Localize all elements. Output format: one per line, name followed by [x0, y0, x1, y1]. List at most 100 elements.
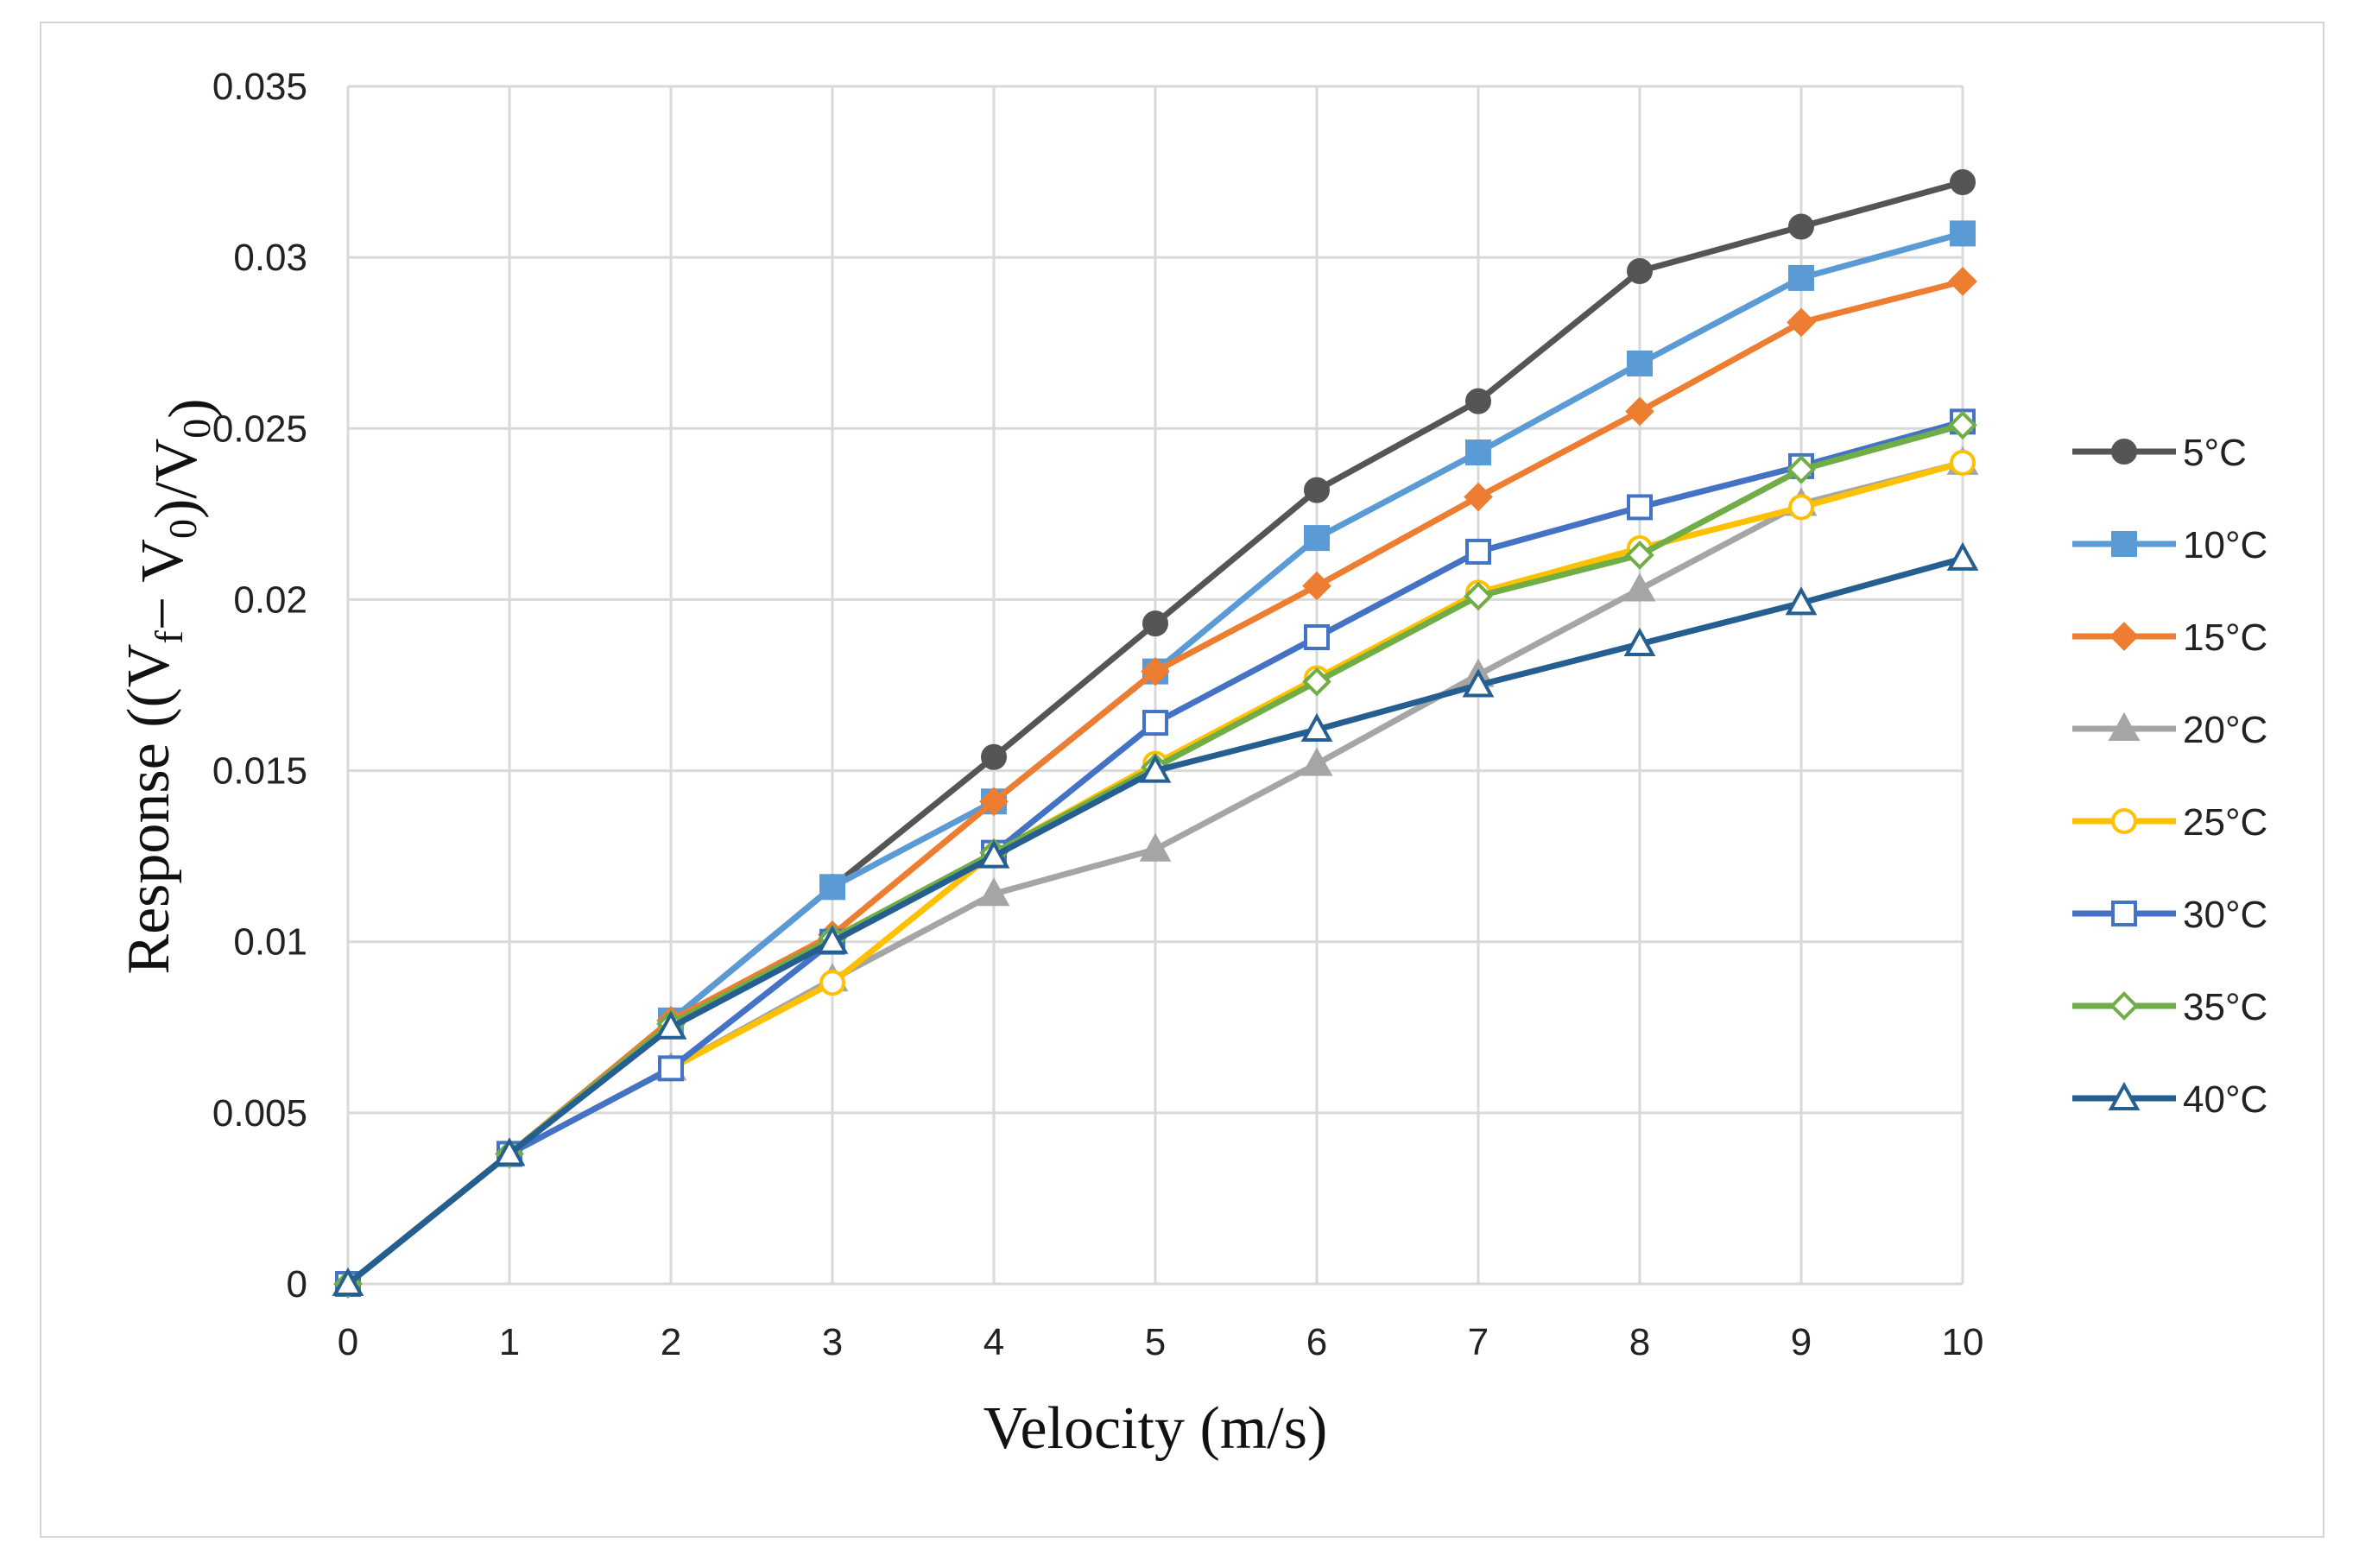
data-point — [1627, 494, 1653, 521]
data-point — [1300, 747, 1333, 776]
data-point — [1623, 627, 1656, 656]
legend-item: 40°C — [2072, 1078, 2267, 1121]
data-point — [1627, 350, 1653, 376]
x-axis-title: Velocity (m/s) — [983, 1395, 1328, 1462]
y-tick-labels: 0 0.005 0.01 0.015 0.02 0.025 0.03 0.035 — [212, 66, 307, 1306]
legend-label: 15°C — [2183, 616, 2267, 659]
legend-label: 30°C — [2183, 894, 2267, 936]
series-group — [332, 168, 1979, 1299]
data-point — [1948, 410, 1977, 440]
data-point — [1462, 668, 1495, 698]
y-tick-label: 0.025 — [212, 408, 307, 450]
data-point — [1465, 388, 1491, 414]
data-point — [493, 1137, 526, 1167]
legend-marker — [2111, 808, 2137, 834]
data-point — [1788, 494, 1814, 521]
legend-label: 20°C — [2183, 709, 2267, 751]
data-point — [1623, 572, 1656, 602]
data-point — [977, 839, 1010, 869]
legend-label: 25°C — [2183, 801, 2267, 844]
legend-item: 5°C — [2072, 432, 2247, 474]
legend-item: 35°C — [2072, 986, 2267, 1028]
y-tick-label: 0 — [287, 1263, 307, 1306]
data-point — [1950, 168, 1976, 195]
x-tick-label: 2 — [661, 1321, 681, 1363]
data-point — [1785, 586, 1818, 616]
data-point — [979, 787, 1009, 817]
data-point — [977, 877, 1010, 907]
data-point — [1787, 455, 1816, 484]
data-point — [1142, 710, 1168, 737]
legend-marker — [2111, 439, 2137, 465]
data-point — [655, 1010, 687, 1040]
data-point — [1464, 581, 1493, 611]
data-point — [1139, 832, 1172, 862]
x-tick-labels: 0 1 2 3 4 5 6 7 8 9 10 — [338, 1321, 1984, 1363]
x-tick-label: 4 — [983, 1321, 1004, 1363]
y-axis-title-part: Response ((V — [116, 644, 182, 975]
legend-item: 20°C — [2072, 709, 2267, 751]
legend-marker — [2109, 991, 2139, 1021]
y-tick-label: 0.02 — [233, 579, 307, 621]
x-tick-label: 7 — [1468, 1321, 1489, 1363]
legend-label: 10°C — [2183, 524, 2267, 566]
data-point — [1465, 538, 1491, 565]
x-tick-label: 0 — [338, 1321, 358, 1363]
legend-label: 35°C — [2183, 986, 2267, 1028]
data-point — [1304, 624, 1330, 651]
legend: 5°C 10°C 15°C 20°C 25°C 30°C 35°C 40°C — [2072, 432, 2267, 1121]
legend-label: 40°C — [2183, 1078, 2267, 1121]
data-point — [1142, 610, 1168, 637]
legend-marker — [2111, 901, 2137, 926]
legend-item: 25°C — [2072, 801, 2267, 844]
legend-marker — [2111, 531, 2137, 557]
data-point — [1465, 439, 1491, 466]
data-point — [1304, 525, 1330, 552]
data-point — [1300, 712, 1333, 743]
data-point — [816, 925, 849, 954]
x-tick-label: 5 — [1145, 1321, 1166, 1363]
legend-item: 30°C — [2072, 894, 2267, 936]
y-axis-title: Response ((Vf− V0)/V0) — [116, 398, 224, 974]
y-tick-label: 0.015 — [212, 750, 307, 793]
data-point — [1950, 220, 1976, 247]
data-point — [1304, 477, 1330, 503]
y-axis-title-part: ) — [157, 398, 224, 418]
legend-marker — [2108, 711, 2141, 741]
data-point — [1139, 754, 1172, 783]
y-axis-title-subscript: 0 — [174, 419, 218, 439]
data-point — [1302, 571, 1331, 601]
data-point — [1141, 656, 1170, 686]
data-point — [1788, 213, 1814, 240]
y-tick-label: 0.005 — [212, 1092, 307, 1135]
data-point — [1788, 264, 1814, 291]
y-tick-label: 0.035 — [212, 66, 307, 108]
y-tick-label: 0.01 — [233, 921, 307, 964]
x-tick-label: 3 — [822, 1321, 843, 1363]
y-axis-title-subscript: f — [147, 630, 191, 644]
legend-label: 5°C — [2183, 432, 2247, 474]
data-point — [819, 874, 845, 901]
x-tick-label: 9 — [1791, 1321, 1812, 1363]
data-point — [1625, 396, 1654, 427]
x-tick-label: 1 — [499, 1321, 520, 1363]
x-tick-label: 10 — [1942, 1321, 1984, 1363]
x-tick-label: 8 — [1629, 1321, 1650, 1363]
data-point — [819, 970, 845, 996]
data-point — [1464, 482, 1493, 512]
data-point — [1787, 307, 1816, 338]
data-point — [1946, 541, 1979, 571]
data-point — [1948, 267, 1977, 296]
y-axis-title-part: − V — [130, 539, 196, 630]
data-point — [1302, 667, 1331, 697]
legend-item: 15°C — [2072, 616, 2267, 659]
legend-marker — [2109, 622, 2139, 651]
legend-marker — [2108, 1081, 2141, 1110]
x-tick-label: 6 — [1306, 1321, 1327, 1363]
series-7 — [332, 541, 1979, 1296]
data-point — [1627, 257, 1653, 284]
legend-item: 10°C — [2072, 524, 2267, 566]
data-point — [1950, 449, 1976, 476]
data-point — [1625, 541, 1654, 570]
